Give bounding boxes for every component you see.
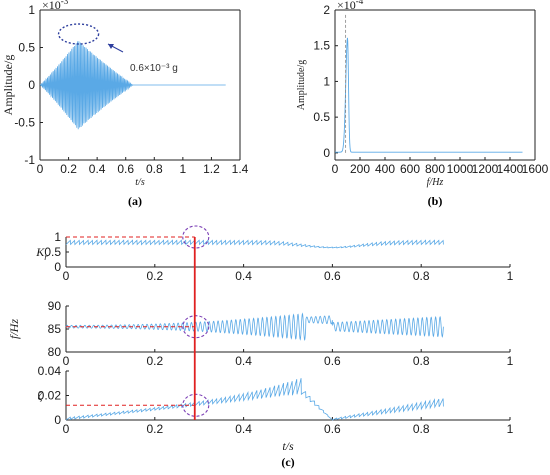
panel-c3: 0 0.2 0.4 0.6 0.8 1 0 0.02 0.04 ζ t/s (c) xyxy=(38,364,514,469)
x-tick-label: 0.4 xyxy=(235,422,252,436)
x-tick-label: 0.8 xyxy=(413,269,430,283)
x-tick-label: 0.4 xyxy=(235,269,252,283)
x-tick-label: 0 xyxy=(37,162,44,176)
y-tick-label: 1.5 xyxy=(313,39,330,53)
x-tick-label: 0.2 xyxy=(146,269,163,283)
y-tick-label: 0.5 xyxy=(313,110,330,124)
peak-highlight-ellipse xyxy=(57,23,100,45)
x-tick-label: 0.8 xyxy=(413,354,430,368)
exponent-power: -4 xyxy=(356,0,364,6)
y-tick-label: 90 xyxy=(48,299,62,313)
y-tick-label: 85 xyxy=(48,322,62,336)
x-axis-label: t/s xyxy=(135,177,145,188)
y-tick-label: 0 xyxy=(54,260,61,274)
y-tick-label: 0 xyxy=(323,146,330,160)
x-tick-label: 0.2 xyxy=(146,422,163,436)
y-tick-label: 80 xyxy=(48,345,62,359)
y-axis-label: Amplitude/g xyxy=(296,60,307,111)
series-line xyxy=(65,239,444,249)
series-line xyxy=(39,41,226,130)
arrow-head-icon xyxy=(108,44,114,49)
y-axis-label: f/Hz xyxy=(7,319,21,339)
y-axis-label-subscript: r xyxy=(44,252,48,262)
y-tick-label: 0.5 xyxy=(18,41,35,55)
y-tick-label: -0.5 xyxy=(14,116,35,130)
series-line xyxy=(65,378,444,421)
x-tick-label: 1600 xyxy=(522,162,549,176)
x-tick-label: 0 xyxy=(63,354,70,368)
spectrum-line xyxy=(335,37,523,153)
y-tick-label: 1 xyxy=(54,230,61,244)
y-tick-label: 2 xyxy=(323,3,330,17)
x-tick-label: 200 xyxy=(350,162,370,176)
x-tick-label: 1 xyxy=(180,162,187,176)
x-tick-label: 0.8 xyxy=(413,422,430,436)
x-tick-label: 0.8 xyxy=(146,162,163,176)
y-tick-label: 0.04 xyxy=(38,364,62,378)
caption-c: (c) xyxy=(281,455,294,469)
y-tick-label: -1 xyxy=(24,153,35,167)
y-tick-label: 1 xyxy=(323,74,330,88)
exponent-base: ×10 xyxy=(42,0,61,12)
x-axis-label: t/s xyxy=(282,439,294,453)
x-tick-label: 1 xyxy=(507,269,514,283)
y-axis-label: ζ xyxy=(38,389,44,403)
highlight-circle xyxy=(182,225,210,249)
highlight-circle xyxy=(182,315,210,339)
x-tick-label: 0 xyxy=(63,422,70,436)
exponent-power: -3 xyxy=(61,0,69,6)
y-axis-label: Amplitude/g xyxy=(1,55,15,116)
x-tick-label: 600 xyxy=(400,162,420,176)
caption-b: (b) xyxy=(428,194,443,208)
x-tick-label: 1.4 xyxy=(232,162,249,176)
x-tick-label: 0.4 xyxy=(89,162,106,176)
x-tick-label: 0.2 xyxy=(146,354,163,368)
x-tick-label: 0 xyxy=(332,162,339,176)
x-tick-label: 1.2 xyxy=(203,162,220,176)
y-tick-label: 0.02 xyxy=(38,389,62,403)
x-tick-label: 1 xyxy=(507,422,514,436)
x-tick-label: 800 xyxy=(425,162,445,176)
exponent-label: ×10-3 xyxy=(42,0,69,12)
x-tick-label: 0.4 xyxy=(235,354,252,368)
exponent-label: ×10-4 xyxy=(337,0,364,12)
x-tick-label: 1000 xyxy=(447,162,474,176)
x-tick-label: 1200 xyxy=(472,162,499,176)
exponent-base: ×10 xyxy=(337,0,356,12)
y-tick-label: 0 xyxy=(54,413,61,427)
x-tick-label: 0.6 xyxy=(324,269,341,283)
x-tick-label: 0.6 xyxy=(324,422,341,436)
x-tick-label: 1 xyxy=(507,354,514,368)
x-tick-label: 0 xyxy=(63,269,70,283)
panel-c2: 0 0.2 0.4 0.6 0.8 1 80 85 90 f/Hz xyxy=(7,299,514,368)
x-tick-label: 0.6 xyxy=(117,162,134,176)
caption-a: (a) xyxy=(128,194,142,208)
annotation-label: 0.6×10⁻³ g xyxy=(130,63,178,74)
highlight-circle xyxy=(182,393,210,417)
x-tick-label: 0.6 xyxy=(324,354,341,368)
x-tick-label: 1400 xyxy=(497,162,524,176)
x-tick-label: 0.2 xyxy=(60,162,77,176)
series-line xyxy=(65,312,444,341)
y-tick-label: 0 xyxy=(28,78,35,92)
x-axis-label: f/Hz xyxy=(427,177,444,188)
x-tick-label: 400 xyxy=(375,162,395,176)
panel-a: 0 0.2 0.4 0.6 0.8 1 1.2 1.4 -1 -0.5 0 0.5 1 ×10-3 Ampl… xyxy=(1,0,249,208)
y-tick-label: 0.5 xyxy=(44,245,61,259)
y-tick-label: 1 xyxy=(28,3,35,17)
